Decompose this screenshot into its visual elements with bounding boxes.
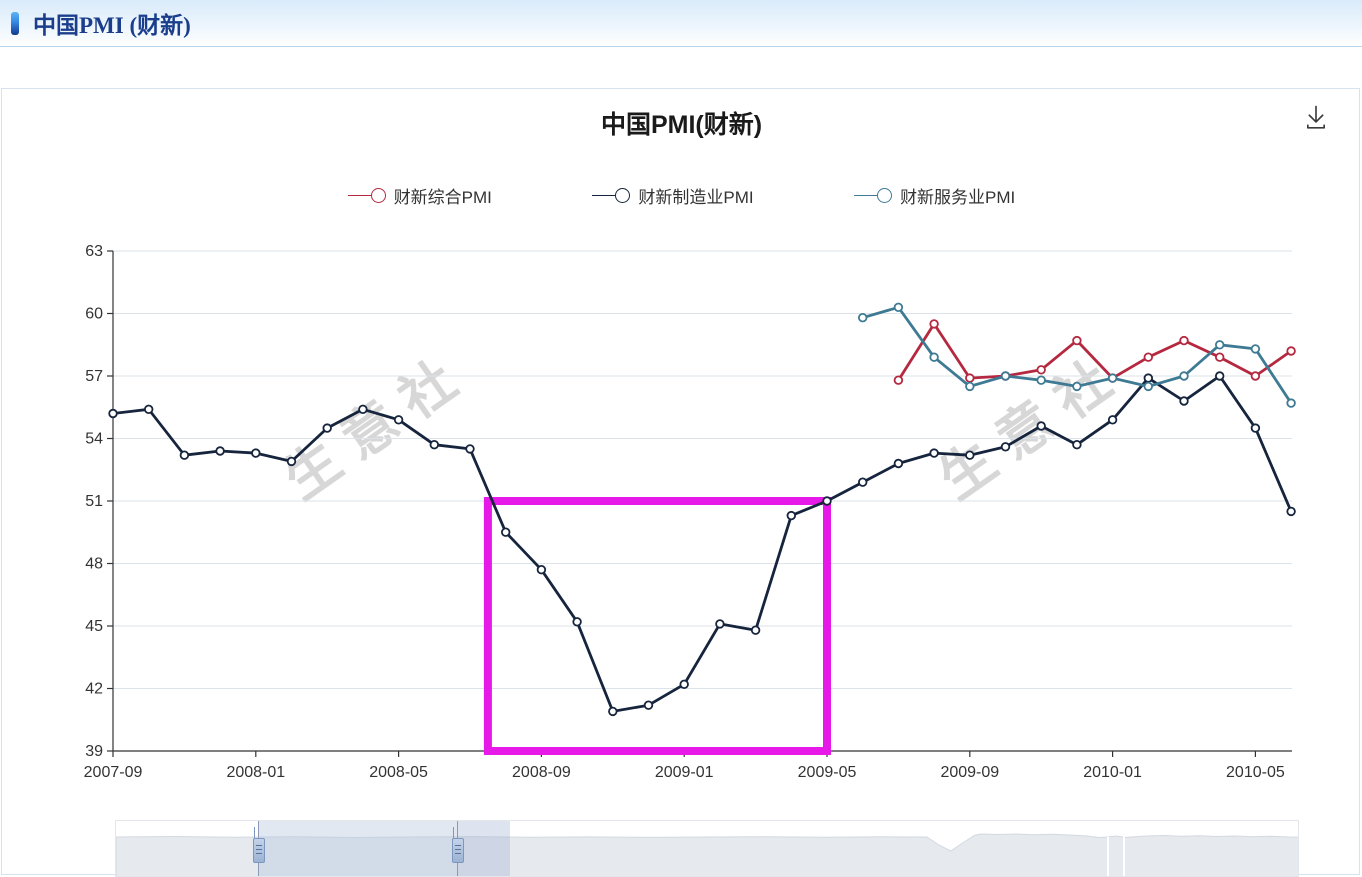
svg-text:39: 39 bbox=[85, 743, 103, 760]
svg-text:60: 60 bbox=[85, 306, 103, 323]
svg-text:2009-05: 2009-05 bbox=[798, 764, 857, 781]
svg-text:2008-01: 2008-01 bbox=[226, 764, 285, 781]
svg-text:2008-09: 2008-09 bbox=[512, 764, 571, 781]
svg-text:51: 51 bbox=[85, 493, 103, 510]
svg-text:57: 57 bbox=[85, 368, 103, 385]
svg-text:63: 63 bbox=[85, 243, 103, 260]
svg-text:54: 54 bbox=[85, 431, 103, 448]
svg-text:2007-09: 2007-09 bbox=[84, 764, 143, 781]
svg-text:2010-01: 2010-01 bbox=[1083, 764, 1142, 781]
svg-text:2008-05: 2008-05 bbox=[369, 764, 428, 781]
svg-text:2009-01: 2009-01 bbox=[655, 764, 714, 781]
svg-text:48: 48 bbox=[85, 556, 103, 573]
svg-text:2010-05: 2010-05 bbox=[1226, 764, 1285, 781]
svg-text:42: 42 bbox=[85, 681, 103, 698]
svg-text:2009-09: 2009-09 bbox=[940, 764, 999, 781]
svg-text:45: 45 bbox=[85, 618, 103, 635]
